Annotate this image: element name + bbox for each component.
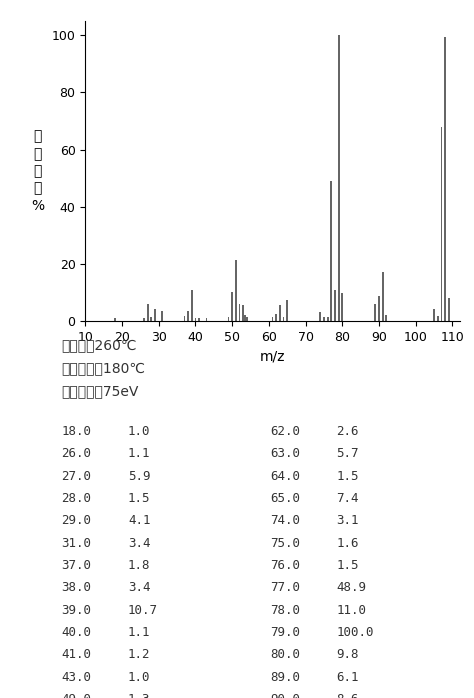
Bar <box>154 309 156 321</box>
Bar <box>378 297 380 321</box>
Text: 63.0: 63.0 <box>270 447 300 461</box>
Y-axis label: 相
对
强
度
%: 相 对 强 度 % <box>31 129 45 213</box>
Text: 电子能量：75eV: 电子能量：75eV <box>62 385 139 399</box>
Text: 31.0: 31.0 <box>62 537 91 550</box>
Text: 源温度：260℃: 源温度：260℃ <box>62 339 137 352</box>
Bar <box>327 317 328 321</box>
Bar <box>323 316 325 321</box>
Bar <box>242 305 244 321</box>
Text: 43.0: 43.0 <box>62 671 91 684</box>
Bar <box>183 316 185 321</box>
Text: 1.0: 1.0 <box>128 425 150 438</box>
Bar <box>382 272 383 321</box>
Bar <box>198 318 200 321</box>
Text: 9.8: 9.8 <box>337 648 359 662</box>
Bar <box>114 318 116 321</box>
Bar <box>235 260 237 321</box>
Text: 48.9: 48.9 <box>337 581 366 595</box>
Bar <box>143 318 145 321</box>
Bar <box>187 311 189 321</box>
Bar <box>147 304 149 321</box>
Text: 1.1: 1.1 <box>128 626 150 639</box>
Bar <box>385 315 387 321</box>
Bar <box>150 317 152 321</box>
Text: 2.6: 2.6 <box>337 425 359 438</box>
Bar <box>162 311 164 321</box>
Bar <box>279 305 281 321</box>
Text: 18.0: 18.0 <box>62 425 91 438</box>
Text: 5.7: 5.7 <box>337 447 359 461</box>
Bar <box>330 181 332 321</box>
Text: 3.4: 3.4 <box>128 537 150 550</box>
Text: 80.0: 80.0 <box>270 648 300 662</box>
Text: 64.0: 64.0 <box>270 470 300 483</box>
Text: 74.0: 74.0 <box>270 514 300 528</box>
Text: 1.5: 1.5 <box>337 559 359 572</box>
Bar <box>228 318 229 321</box>
Text: 11.0: 11.0 <box>337 604 366 617</box>
Bar <box>272 318 273 321</box>
Text: 6.1: 6.1 <box>337 671 359 684</box>
Bar <box>194 318 196 321</box>
Text: 76.0: 76.0 <box>270 559 300 572</box>
Text: 1.0: 1.0 <box>128 671 150 684</box>
Text: 1.6: 1.6 <box>337 537 359 550</box>
Bar <box>437 316 438 321</box>
Text: 38.0: 38.0 <box>62 581 91 595</box>
Bar <box>341 293 343 321</box>
Bar <box>286 300 288 321</box>
Bar <box>283 317 284 321</box>
Text: 78.0: 78.0 <box>270 604 300 617</box>
Bar <box>231 292 233 321</box>
Text: 1.5: 1.5 <box>128 492 150 505</box>
Bar <box>337 35 339 321</box>
Text: 1.2: 1.2 <box>128 648 150 662</box>
Text: 65.0: 65.0 <box>270 492 300 505</box>
Text: 49.0: 49.0 <box>62 693 91 698</box>
Text: 39.0: 39.0 <box>62 604 91 617</box>
Text: 4.1: 4.1 <box>128 514 150 528</box>
Text: 89.0: 89.0 <box>270 671 300 684</box>
Text: 40.0: 40.0 <box>62 626 91 639</box>
Text: 79.0: 79.0 <box>270 626 300 639</box>
Bar <box>275 313 277 321</box>
Text: 27.0: 27.0 <box>62 470 91 483</box>
Text: 41.0: 41.0 <box>62 648 91 662</box>
Text: 90.0: 90.0 <box>270 693 300 698</box>
Text: 1.8: 1.8 <box>128 559 150 572</box>
Bar <box>238 304 240 321</box>
Text: 5.9: 5.9 <box>128 470 150 483</box>
Text: 29.0: 29.0 <box>62 514 91 528</box>
Bar <box>440 127 442 321</box>
Text: 7.4: 7.4 <box>337 492 359 505</box>
Bar <box>206 318 208 321</box>
Text: 1.3: 1.3 <box>128 693 150 698</box>
Text: 3.4: 3.4 <box>128 581 150 595</box>
Bar <box>374 304 376 321</box>
Text: 77.0: 77.0 <box>270 581 300 595</box>
Bar <box>334 290 336 321</box>
Bar <box>246 317 248 321</box>
Bar <box>433 309 435 321</box>
Bar <box>319 312 321 321</box>
Bar <box>244 315 246 321</box>
Text: 10.7: 10.7 <box>128 604 158 617</box>
Text: 100.0: 100.0 <box>337 626 374 639</box>
Text: 3.1: 3.1 <box>337 514 359 528</box>
Text: 62.0: 62.0 <box>270 425 300 438</box>
Text: 1.5: 1.5 <box>337 470 359 483</box>
Bar <box>191 290 193 321</box>
Text: 1.1: 1.1 <box>128 447 150 461</box>
X-axis label: m/z: m/z <box>260 350 285 364</box>
Text: 26.0: 26.0 <box>62 447 91 461</box>
Text: 28.0: 28.0 <box>62 492 91 505</box>
Text: 37.0: 37.0 <box>62 559 91 572</box>
Text: 样品温度：180℃: 样品温度：180℃ <box>62 362 146 376</box>
Text: 75.0: 75.0 <box>270 537 300 550</box>
Bar <box>448 298 450 321</box>
Text: 8.6: 8.6 <box>337 693 359 698</box>
Bar <box>444 37 446 321</box>
